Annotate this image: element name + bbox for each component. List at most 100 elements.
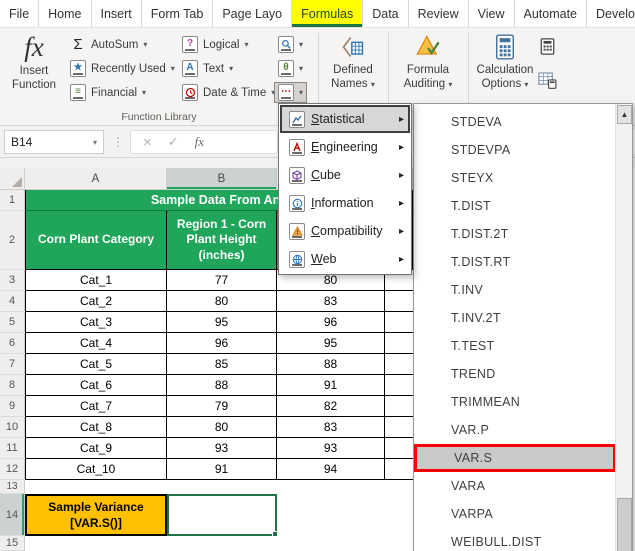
row-header[interactable]: 13 (0, 480, 25, 494)
function-list-item[interactable]: STDEVA (451, 115, 502, 129)
region1-cell[interactable]: 80 (167, 417, 277, 438)
empty-cell[interactable] (385, 375, 413, 396)
function-list-item[interactable]: VAR.P (451, 423, 490, 437)
category-cell[interactable]: Cat_2 (25, 291, 167, 312)
more-functions-button[interactable]: ⋯ ▾ (274, 82, 308, 103)
function-list-item[interactable]: T.INV.2T (451, 311, 501, 325)
function-list-item[interactable]: WEIBULL.DIST (451, 535, 542, 549)
region2-cell[interactable]: 88 (277, 354, 385, 375)
region2-cell[interactable]: 95 (277, 333, 385, 354)
empty-cell[interactable] (385, 438, 413, 459)
name-box[interactable]: B14 ▾ (4, 130, 104, 154)
region1-cell[interactable]: 95 (167, 312, 277, 333)
ribbon-tab[interactable]: Page Layo (213, 0, 293, 27)
function-list-item[interactable]: STDEVPA (451, 143, 511, 157)
menu-item-compatibility[interactable]: Compatibility ▸ (280, 217, 410, 245)
defined-names-button[interactable]: Defined Names ▾ (322, 34, 384, 92)
empty-cell[interactable] (385, 459, 413, 480)
text-button[interactable]: A Text ▾ (178, 58, 279, 79)
function-list-item[interactable]: TRIMMEAN (451, 395, 521, 409)
row-header[interactable]: 11 (0, 438, 25, 459)
ribbon-tab[interactable]: Insert (92, 0, 142, 27)
column-header-b[interactable]: B (167, 168, 277, 190)
recently-used-button[interactable]: ★ Recently Used ▾ (66, 58, 179, 79)
row-header[interactable]: 7 (0, 354, 25, 375)
date-time-button[interactable]: Date & Time ▾ (178, 82, 279, 103)
ribbon-tab[interactable]: Form Tab (142, 0, 214, 27)
empty-cell[interactable] (385, 312, 413, 333)
function-list-item[interactable]: T.DIST (451, 199, 491, 213)
empty-cell[interactable] (167, 536, 277, 551)
row-header[interactable]: 14 (0, 494, 25, 536)
row-header[interactable]: 15 (0, 536, 25, 551)
empty-cell[interactable] (385, 270, 413, 291)
formula-auditing-button[interactable]: Formula Auditing ▾ (392, 34, 464, 92)
region2-cell[interactable]: 80 (277, 270, 385, 291)
scrollbar-thumb[interactable] (617, 498, 632, 551)
empty-cell[interactable] (385, 354, 413, 375)
menu-item-statistical[interactable]: Statistical ▸ (280, 105, 410, 133)
function-list-item[interactable]: VARPA (451, 507, 494, 521)
empty-cell[interactable] (25, 536, 167, 551)
region1-cell[interactable]: 80 (167, 291, 277, 312)
name-box-dropdown-icon[interactable]: ▾ (92, 137, 97, 147)
region2-cell[interactable]: 96 (277, 312, 385, 333)
scrollbar[interactable]: ▲ (615, 104, 632, 551)
region1-cell[interactable]: 85 (167, 354, 277, 375)
cancel-icon[interactable]: × (143, 133, 152, 151)
ribbon-tab[interactable]: Formulas (292, 0, 364, 27)
menu-item-web[interactable]: Web ▸ (280, 245, 410, 273)
ribbon-tab[interactable]: Automate (515, 0, 588, 27)
calculation-options-button[interactable]: Calculation Options ▾ (472, 34, 538, 92)
region1-cell[interactable]: 93 (167, 438, 277, 459)
menu-item-cube[interactable]: Cube ▸ (280, 161, 410, 189)
category-cell[interactable]: Cat_1 (25, 270, 167, 291)
calculate-now-button[interactable] (540, 38, 555, 58)
lookup-reference-button[interactable]: ▾ (274, 34, 307, 55)
region1-cell[interactable]: 77 (167, 270, 277, 291)
category-cell[interactable]: Cat_10 (25, 459, 167, 480)
insert-function-button[interactable]: fx Insert Function (6, 34, 62, 93)
function-list-item[interactable]: T.DIST.2T (451, 227, 509, 241)
menu-item-information[interactable]: Information ▸ (280, 189, 410, 217)
row-header[interactable]: 8 (0, 375, 25, 396)
empty-cell[interactable] (277, 536, 385, 551)
function-list-item[interactable]: STEYX (451, 171, 494, 185)
row-header[interactable]: 6 (0, 333, 25, 354)
scroll-up-arrow-icon[interactable]: ▲ (617, 105, 632, 124)
ribbon-tab[interactable]: Home (39, 0, 92, 27)
region2-cell[interactable]: 83 (277, 291, 385, 312)
autosum-button[interactable]: Σ AutoSum ▾ (66, 34, 179, 55)
row-header[interactable]: 10 (0, 417, 25, 438)
row-header[interactable]: 1 (0, 190, 25, 211)
category-cell[interactable]: Cat_4 (25, 333, 167, 354)
variance-label-cell[interactable]: Sample Variance [VAR.S()] (25, 494, 167, 536)
financial-button[interactable]: ≡ Financial ▾ (66, 82, 179, 103)
ribbon-tab[interactable]: File (0, 0, 40, 27)
region2-cell[interactable]: 93 (277, 438, 385, 459)
function-list-item[interactable]: T.DIST.RT (451, 255, 511, 269)
category-cell[interactable]: Cat_5 (25, 354, 167, 375)
empty-cell[interactable] (167, 480, 277, 494)
fill-handle[interactable] (272, 531, 278, 537)
ribbon-tab[interactable]: Review (409, 0, 469, 27)
row-header[interactable]: 2 (0, 211, 25, 270)
category-cell[interactable]: Cat_6 (25, 375, 167, 396)
empty-cell[interactable] (277, 494, 385, 536)
empty-cell[interactable] (385, 333, 413, 354)
row-header[interactable]: 12 (0, 459, 25, 480)
logical-button[interactable]: ? Logical ▾ (178, 34, 279, 55)
row-header[interactable]: 5 (0, 312, 25, 333)
row-header[interactable]: 3 (0, 270, 25, 291)
region2-cell[interactable]: 91 (277, 375, 385, 396)
region2-cell[interactable]: 83 (277, 417, 385, 438)
empty-cell[interactable] (385, 291, 413, 312)
row-header[interactable]: 9 (0, 396, 25, 417)
empty-cell[interactable] (385, 396, 413, 417)
region1-cell[interactable]: 91 (167, 459, 277, 480)
calculate-sheet-button[interactable] (538, 72, 557, 92)
category-cell[interactable]: Cat_9 (25, 438, 167, 459)
category-cell[interactable]: Cat_7 (25, 396, 167, 417)
region1-cell[interactable]: 96 (167, 333, 277, 354)
region1-header-cell[interactable]: Region 1 - Corn Plant Height (inches) (167, 211, 277, 270)
